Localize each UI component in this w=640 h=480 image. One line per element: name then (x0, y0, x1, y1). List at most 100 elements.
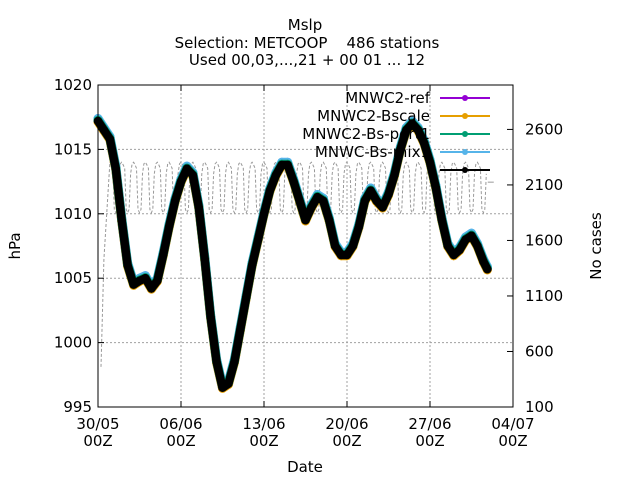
no-cases-line (100, 160, 487, 367)
series-point (360, 196, 369, 206)
series-point (479, 257, 488, 266)
series-point (242, 293, 251, 302)
series-point (164, 222, 174, 231)
series-point (259, 209, 269, 218)
series-point (253, 235, 263, 244)
legend-label: MNWC2-ref (345, 89, 430, 107)
y2-axis-label: No cases (587, 212, 605, 280)
x-tick-label-hour: 00Z (83, 432, 112, 450)
series-point (188, 171, 198, 180)
legend-marker (462, 167, 468, 173)
series-point (265, 186, 275, 195)
series-point (147, 284, 156, 293)
legend-marker (462, 131, 468, 137)
x-axis-label: Date (287, 458, 323, 476)
chart-subtitle-line-1: Selection: METCOOP 486 stations (175, 34, 440, 52)
series-point (390, 171, 399, 180)
y-tick-label: 1015 (54, 140, 92, 158)
series-point (170, 196, 180, 206)
series-point (342, 250, 352, 260)
series-point (182, 164, 192, 173)
series-point (123, 261, 132, 270)
series-point (408, 119, 417, 128)
series-point (194, 203, 203, 212)
series-point (336, 250, 346, 260)
legend-marker (462, 113, 468, 119)
series-point (111, 164, 121, 173)
series-point (283, 160, 292, 170)
series-point (467, 231, 476, 240)
series-point (413, 125, 423, 135)
x-tick-label-hour: 00Z (332, 432, 361, 450)
series-point (354, 222, 364, 231)
series-point (449, 250, 458, 260)
series-point (419, 138, 429, 148)
series-point (437, 216, 447, 225)
series-point (271, 171, 281, 180)
legend-label: MNWC-Bs-mix1 (315, 143, 430, 161)
series-point (289, 177, 298, 186)
legend-marker (462, 95, 468, 101)
series-point (483, 265, 492, 274)
axes: 995 1000 1005 1010 1015 1020 100 600 1100 1600 210… (54, 76, 563, 450)
legend: MNWC2-refMNWC2-BscaleMNWC2-Bs-pert1MNWC-… (302, 89, 490, 173)
series-point (378, 203, 387, 212)
y2-tick-label: 2600 (525, 120, 563, 138)
x-tick-label-date: 06/06 (159, 415, 202, 433)
series-point (218, 383, 227, 392)
series-point (295, 196, 304, 206)
legend-label: MNWC2-Bs-pert1 (302, 125, 430, 143)
x-tick-label-hour: 00Z (249, 432, 278, 450)
series-point (330, 241, 340, 251)
series-point (153, 276, 162, 285)
series-point (384, 190, 393, 199)
x-tick-label-date: 30/05 (76, 415, 119, 433)
series-point (176, 177, 186, 186)
series-point (301, 216, 310, 225)
y2-tick-label: 600 (525, 342, 554, 360)
legend-label: MNWC2-Bscale (317, 107, 430, 125)
series-point (325, 216, 334, 225)
series-point (473, 241, 482, 251)
series-point (236, 325, 245, 334)
series-point (247, 261, 257, 270)
y-tick-label: 1005 (54, 269, 92, 287)
series-point (141, 274, 150, 283)
x-tick-label-date: 20/06 (325, 415, 368, 433)
chart-subtitle-line-2: Used 00,03,...,21 + 00 01 ... 12 (189, 51, 425, 69)
series-point (372, 196, 381, 206)
y2-tick-label: 1600 (525, 231, 563, 249)
x-tick-label-hour: 00Z (498, 432, 527, 450)
series-point (461, 235, 470, 244)
series-point (366, 186, 375, 195)
series-point (443, 241, 452, 251)
series-point (224, 379, 233, 388)
mslp-series (93, 114, 492, 393)
series-point (319, 196, 328, 206)
series-obs (93, 116, 492, 392)
series-point (431, 183, 441, 193)
y-tick-label: 1010 (54, 205, 92, 223)
x-tick-label-hour: 00Z (415, 432, 444, 450)
chart-title: Mslp (288, 16, 322, 34)
series-point (307, 203, 316, 212)
y-tick-label: 1020 (54, 76, 92, 94)
series-point (396, 145, 405, 154)
series-point (230, 357, 239, 367)
series-point (277, 160, 286, 170)
series-point (99, 125, 109, 135)
y2-tick-label: 1100 (525, 287, 563, 305)
y-axis-label: hPa (6, 232, 24, 259)
y-tick-label: 1000 (54, 334, 92, 352)
series-point (159, 250, 168, 260)
legend-marker (462, 149, 468, 155)
series-point (348, 241, 358, 251)
series-point (117, 216, 126, 225)
x-tick-label-hour: 00Z (166, 432, 195, 450)
x-tick-label-date: 13/06 (242, 415, 285, 433)
series-point (206, 312, 215, 321)
series-point (425, 158, 435, 167)
x-tick-label-date: 27/06 (408, 415, 451, 433)
series-point (105, 134, 115, 144)
